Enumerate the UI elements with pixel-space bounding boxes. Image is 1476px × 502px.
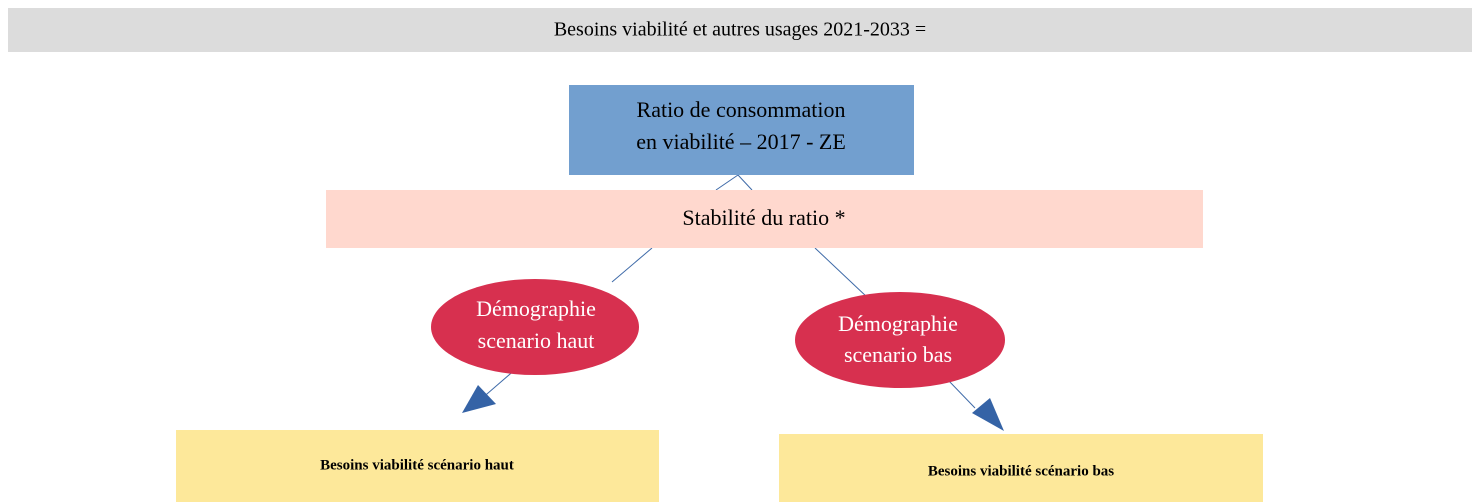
connector	[737, 174, 753, 191]
node-box	[326, 190, 1203, 248]
connectors	[479, 174, 976, 409]
node-label: Ratio de consommation en viabilité – 2017…	[636, 97, 846, 154]
header-bar	[8, 8, 1472, 52]
connector	[814, 247, 869, 299]
node-label: Besoins viabilité scénario haut	[320, 457, 514, 473]
node-box	[569, 85, 914, 175]
node-label: Besoins viabilité scénario bas	[928, 463, 1114, 479]
arrow-head	[972, 398, 1004, 431]
connector	[715, 174, 739, 191]
node-label: Démographie scenario haut	[476, 296, 596, 353]
connector	[611, 247, 653, 283]
node-ellipse	[431, 279, 639, 375]
arrow-head	[462, 385, 496, 413]
node-ellipse	[795, 292, 1005, 388]
node-label: Stabilité du ratio *	[682, 205, 845, 230]
node-box	[176, 430, 659, 502]
connector	[947, 379, 976, 409]
node-box	[779, 434, 1263, 502]
node-label: Démographie scenario bas	[838, 311, 958, 367]
header-title: Besoins viabilité et autres usages 2021-…	[554, 19, 926, 41]
